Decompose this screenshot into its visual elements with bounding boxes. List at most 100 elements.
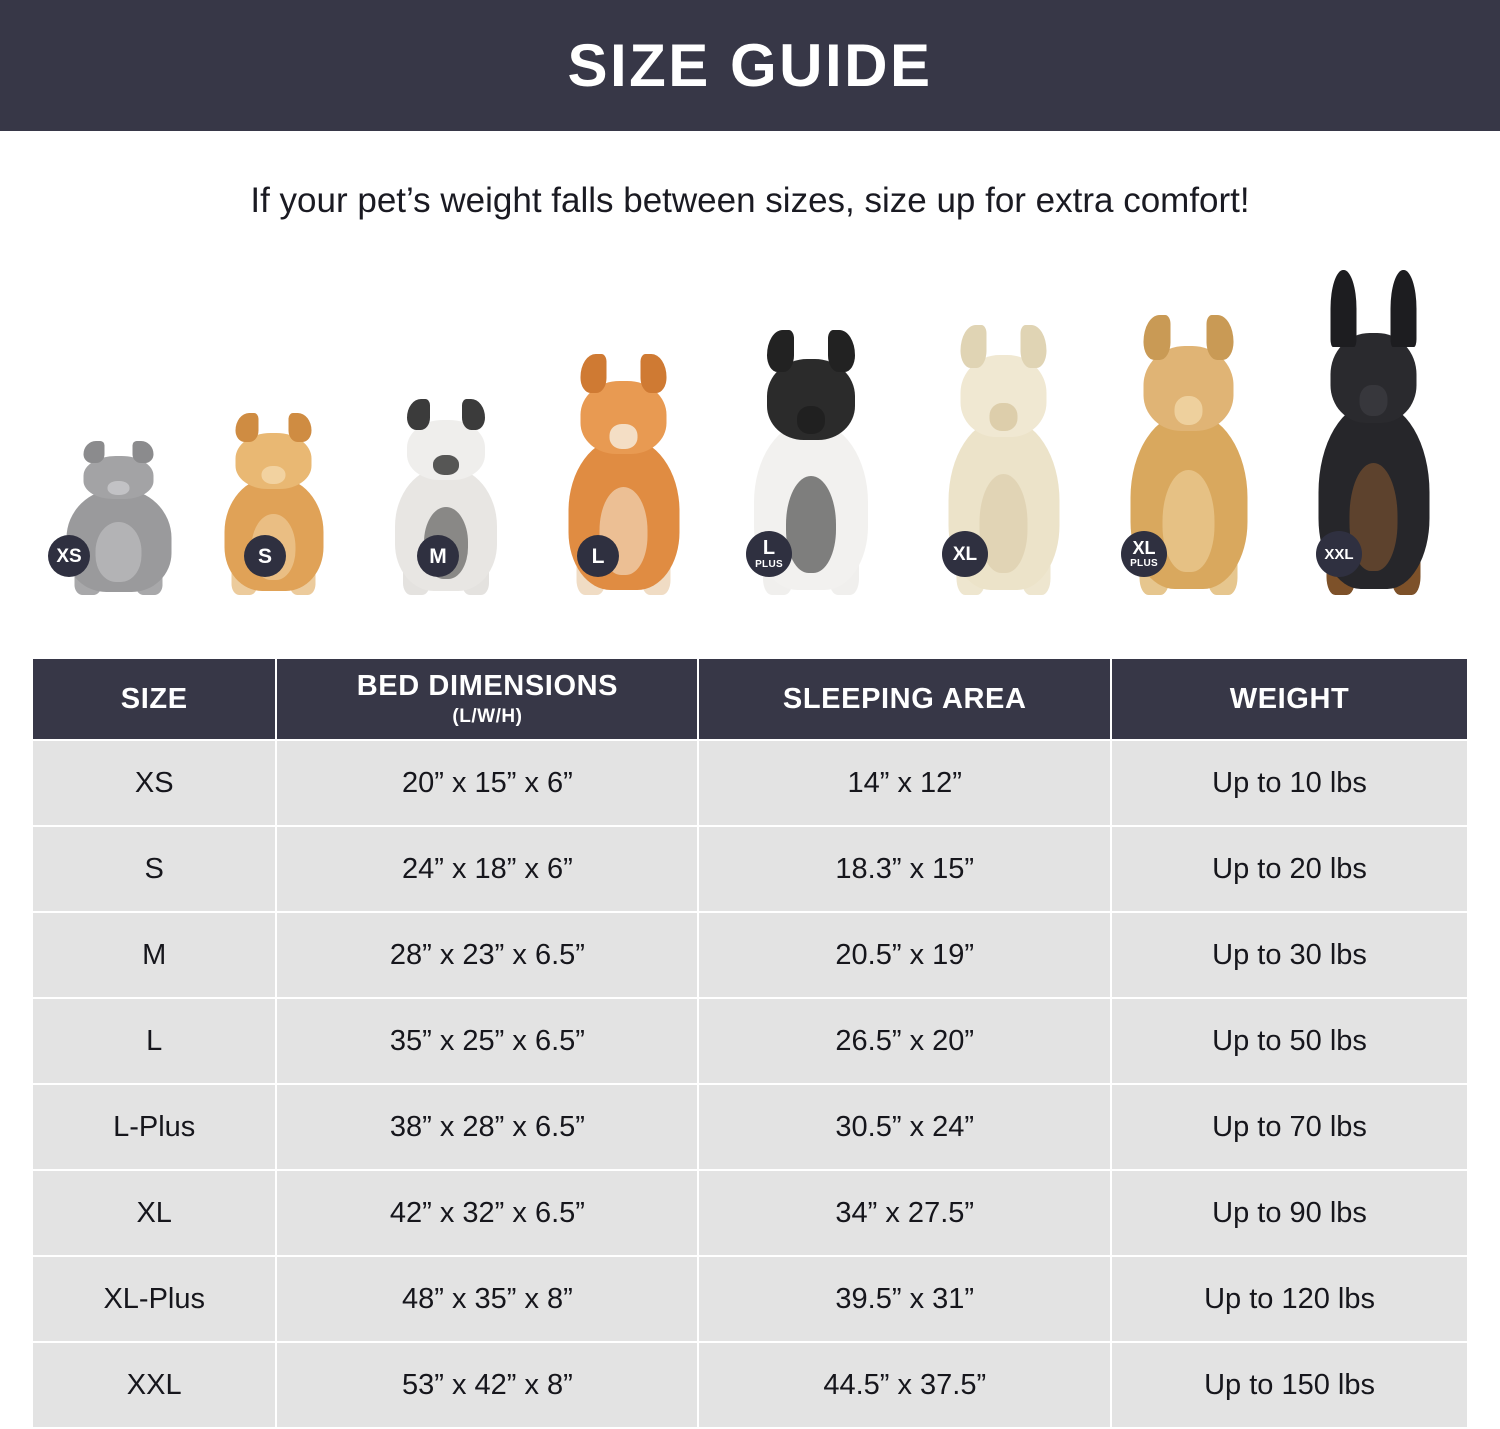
muzzle — [1174, 395, 1203, 425]
column-header-weight: WEIGHT — [1112, 659, 1467, 739]
subtitle-container: If your pet’s weight falls between sizes… — [0, 131, 1500, 271]
page-title: SIZE GUIDE — [567, 31, 933, 99]
size-badge-label: XL — [952, 543, 978, 565]
cell-weight: Up to 70 lbs — [1112, 1085, 1467, 1169]
column-header-bed-dimensions-label: BED DIMENSIONS — [356, 670, 619, 702]
size-badge-label: XXL — [1324, 545, 1354, 563]
lineup-item-body: L PLUS — [716, 285, 906, 595]
table-row: L 35” x 25” x 6.5” 26.5” x 20” Up to 50 lbs — [33, 999, 1467, 1083]
cell-sleeping-area: 20.5” x 19” — [699, 913, 1111, 997]
table-row: XL-Plus 48” x 35” x 8” 39.5” x 31” Up to 12… — [33, 1257, 1467, 1341]
column-header-bed-dimensions-sublabel: (L/W/H) — [452, 706, 523, 727]
ear-left — [580, 354, 607, 393]
lineup-item-xl: XL — [911, 285, 1096, 595]
lineup-item-l: L — [531, 285, 716, 595]
cell-bed-dimensions: 48” x 35” x 8” — [277, 1257, 698, 1341]
ear-right — [640, 354, 667, 393]
cell-bed-dimensions: 42” x 32” x 6.5” — [277, 1171, 698, 1255]
size-badge-xs[interactable]: XS — [48, 535, 90, 577]
muzzle — [433, 455, 459, 476]
cell-weight: Up to 50 lbs — [1112, 999, 1467, 1083]
cell-weight: Up to 120 lbs — [1112, 1257, 1467, 1341]
cell-bed-dimensions: 38” x 28” x 6.5” — [277, 1085, 698, 1169]
lineup-item-xxl: XXL — [1281, 269, 1466, 595]
size-badge-xl-plus[interactable]: XL PLUS — [1121, 531, 1167, 577]
ear-right — [288, 413, 312, 443]
gray-cat-illustration — [31, 430, 206, 595]
cell-sleeping-area: 30.5” x 24” — [699, 1085, 1111, 1169]
lineup-item-body: XL PLUS — [1091, 285, 1286, 595]
cell-weight: Up to 150 lbs — [1112, 1343, 1467, 1427]
size-badge-label: XL — [1132, 538, 1156, 558]
lineup-item-s: S — [191, 285, 356, 595]
size-badge-sublabel: PLUS — [1130, 558, 1158, 569]
cell-bed-dimensions: 53” x 42” x 8” — [277, 1343, 698, 1427]
muzzle — [609, 423, 638, 449]
table-row: S 24” x 18” x 6” 18.3” x 15” Up to 20 lbs — [33, 827, 1467, 911]
cell-sleeping-area: 14” x 12” — [699, 741, 1111, 825]
size-table-body: XS 20” x 15” x 6” 14” x 12” Up to 10 lbs S 24… — [33, 741, 1467, 1427]
cell-sleeping-area: 34” x 27.5” — [699, 1171, 1111, 1255]
ear-left — [406, 398, 431, 430]
column-header-size-label: SIZE — [120, 682, 188, 715]
table-row: L-Plus 38” x 28” x 6.5” 30.5” x 24” Up to 7… — [33, 1085, 1467, 1169]
table-row: XS 20” x 15” x 6” 14” x 12” Up to 10 lbs — [33, 741, 1467, 825]
ear-left — [960, 324, 987, 368]
lineup-item-xl-plus: XL PLUS — [1091, 285, 1286, 595]
column-header-sleeping-area: SLEEPING AREA — [699, 659, 1111, 739]
table-row: XXL 53” x 42” x 8” 44.5” x 37.5” Up to 150 … — [33, 1343, 1467, 1427]
cell-size: XL — [33, 1171, 276, 1255]
pet-size-lineup: XS S M L L PLUS XL XL PLUS XXL — [31, 269, 1469, 595]
cell-sleeping-area: 26.5” x 20” — [699, 999, 1111, 1083]
ear-right — [461, 398, 486, 430]
lineup-item-xs: XS — [31, 285, 206, 595]
ear-right — [828, 329, 855, 372]
cell-sleeping-area: 18.3” x 15” — [699, 827, 1111, 911]
muzzle — [989, 402, 1018, 431]
size-badge-xxl[interactable]: XXL — [1316, 531, 1362, 577]
ear-right — [1206, 315, 1234, 360]
size-badge-s[interactable]: S — [244, 535, 286, 577]
size-badge-sublabel: PLUS — [755, 559, 783, 570]
lineup-item-body: L — [531, 285, 716, 595]
cell-weight: Up to 90 lbs — [1112, 1171, 1467, 1255]
column-header-bed-dimensions: BED DIMENSIONS (L/W/H) — [277, 659, 698, 739]
size-badge-label: M — [429, 544, 447, 568]
ear-right — [1020, 324, 1047, 368]
cell-weight: Up to 10 lbs — [1112, 741, 1467, 825]
size-badge-m[interactable]: M — [417, 535, 459, 577]
size-badge-l-plus[interactable]: L PLUS — [746, 531, 792, 577]
size-badge-xl[interactable]: XL — [942, 531, 988, 577]
chest-marking — [1162, 469, 1215, 573]
lineup-item-l-plus: L PLUS — [716, 285, 906, 595]
page-banner: SIZE GUIDE — [0, 0, 1500, 131]
column-header-sleeping-area-label: SLEEPING AREA — [782, 682, 1027, 715]
lineup-item-body: XL — [911, 285, 1096, 595]
lineup-item-body: S — [191, 285, 356, 595]
lineup-item-m: M — [361, 285, 531, 595]
ear-left — [1330, 269, 1357, 348]
size-table-head: SIZE BED DIMENSIONS (L/W/H) SLEEPING ARE… — [33, 659, 1467, 739]
size-badge-label: L — [762, 537, 776, 559]
muzzle — [261, 465, 286, 485]
cell-size: L-Plus — [33, 1085, 276, 1169]
ear-left — [235, 413, 259, 443]
cell-size: XXL — [33, 1343, 276, 1427]
cell-weight: Up to 30 lbs — [1112, 913, 1467, 997]
doberman-illustration — [1281, 269, 1466, 595]
cell-size: XL-Plus — [33, 1257, 276, 1341]
size-badge-label: L — [591, 544, 605, 568]
shiba-inu-illustration — [531, 350, 716, 595]
table-row: XL 42” x 32” x 6.5” 34” x 27.5” Up to 90 lb… — [33, 1171, 1467, 1255]
ear-right — [132, 440, 154, 463]
size-badge-label: S — [257, 544, 272, 568]
size-badge-l[interactable]: L — [577, 535, 619, 577]
chest-marking — [95, 522, 142, 582]
lineup-item-body: XXL — [1281, 269, 1466, 595]
muzzle — [107, 480, 130, 496]
size-badge-label: XS — [56, 545, 82, 567]
cell-sleeping-area: 44.5” x 37.5” — [699, 1343, 1111, 1427]
muzzle — [1359, 385, 1388, 416]
cell-bed-dimensions: 24” x 18” x 6” — [277, 827, 698, 911]
